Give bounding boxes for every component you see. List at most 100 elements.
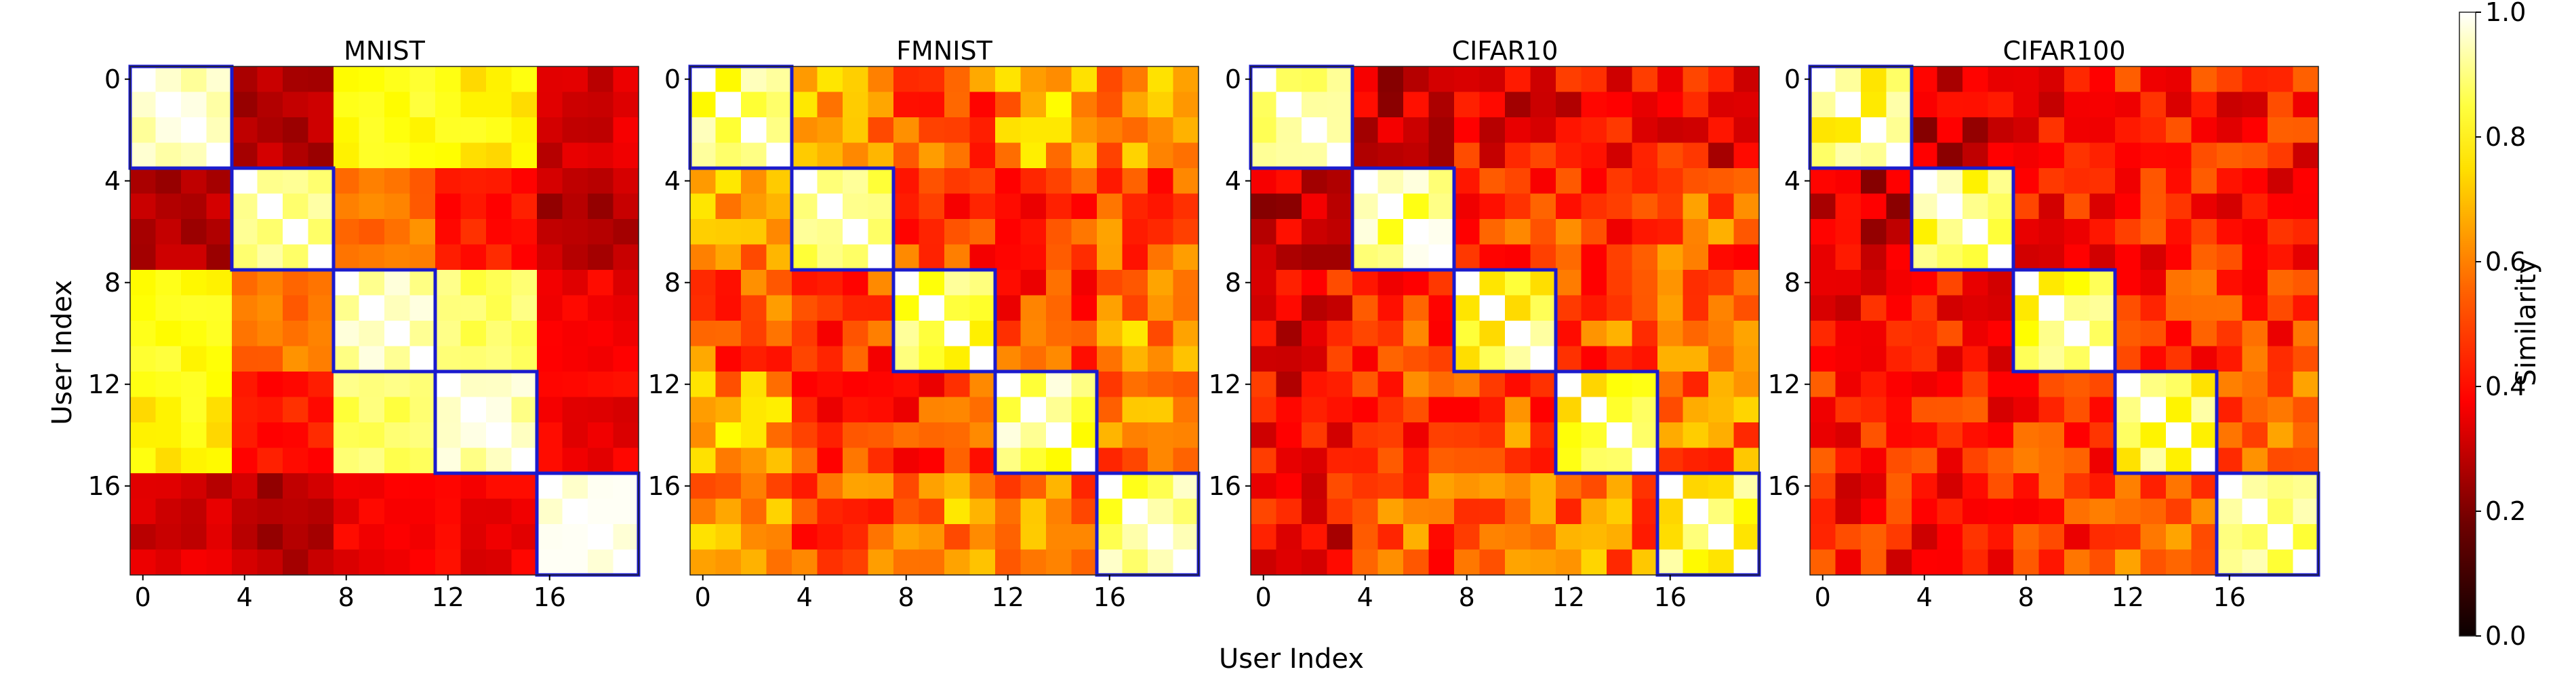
heatmap-cell: [1428, 397, 1455, 423]
heatmap-cell: [2268, 193, 2294, 220]
heatmap-cell: [1835, 372, 1861, 398]
heatmap-cell: [1020, 66, 1047, 93]
heatmap-cell: [1148, 66, 1174, 93]
heatmap-cell: [334, 244, 360, 271]
heatmap-cell: [232, 142, 258, 169]
heatmap-cell: [1251, 524, 1277, 551]
heatmap-cell: [1988, 346, 2014, 372]
heatmap-cell: [2038, 422, 2065, 449]
heatmap-cell: [2013, 270, 2040, 296]
heatmap-cell: [181, 117, 207, 144]
heatmap-cell: [1530, 372, 1556, 398]
heatmap-cell: [486, 498, 512, 525]
heatmap-cell: [1276, 219, 1302, 245]
heatmap-cell: [2217, 92, 2243, 118]
heatmap-cell: [2242, 473, 2268, 500]
heatmap-cell: [1861, 422, 1887, 449]
heatmap-cell: [2191, 321, 2217, 347]
heatmap-cell: [1810, 193, 1836, 220]
heatmap-cell: [2166, 524, 2192, 551]
heatmap-cell: [1454, 498, 1481, 525]
heatmap-cell: [2038, 498, 2065, 525]
heatmap-cell: [181, 270, 207, 296]
heatmap-cell: [1122, 524, 1148, 551]
heatmap-cell: [1276, 92, 1302, 118]
heatmap-cell: [232, 219, 258, 245]
heatmap-cell: [1530, 270, 1556, 296]
heatmap-cell: [1556, 66, 1582, 93]
heatmap-cell: [2038, 372, 2065, 398]
heatmap-cell: [1861, 346, 1887, 372]
heatmap-cell: [690, 295, 717, 321]
heatmap-cell: [1963, 321, 1989, 347]
heatmap-cell: [1276, 117, 1302, 144]
heatmap-cell: [1097, 142, 1123, 169]
cluster-box-2: [230, 166, 336, 272]
heatmap-cell: [817, 142, 843, 169]
heatmap-cell: [1148, 473, 1174, 500]
heatmap-cell: [741, 524, 767, 551]
heatmap-cell: [1428, 549, 1455, 576]
heatmap-cell: [817, 295, 843, 321]
heatmap-cell: [334, 498, 360, 525]
colorbar-tick-label: 0.8: [2485, 122, 2526, 152]
heatmap-cell: [1454, 193, 1481, 220]
heatmap-cell: [1683, 498, 1709, 525]
heatmap-cell: [715, 346, 742, 372]
heatmap-cell: [588, 524, 614, 551]
heatmap-cell: [308, 117, 334, 144]
heatmap-cell: [2115, 193, 2141, 220]
heatmap-cell: [1556, 498, 1582, 525]
heatmap-cell: [2115, 549, 2141, 576]
heatmap-cell: [283, 219, 309, 245]
heatmap-cell: [1071, 193, 1098, 220]
heatmap-cell: [715, 422, 742, 449]
heatmap-cell: [741, 66, 767, 93]
heatmap-cell: [817, 321, 843, 347]
heatmap-cell: [1810, 92, 1836, 118]
heatmap-cell: [1071, 524, 1098, 551]
heatmap-cell: [1963, 270, 1989, 296]
heatmap-cell: [181, 447, 207, 474]
heatmap-cell: [792, 219, 818, 245]
heatmap-cell: [1963, 397, 1989, 423]
heatmap-cell: [969, 92, 996, 118]
heatmap-cell: [715, 549, 742, 576]
heatmap-cell: [2038, 321, 2065, 347]
heatmap-cell: [944, 92, 971, 118]
heatmap-cell: [2140, 372, 2167, 398]
heatmap-cell: [1912, 270, 1938, 296]
heatmap-cell: [130, 422, 157, 449]
heatmap-cell: [766, 498, 792, 525]
heatmap-cell: [613, 321, 639, 347]
heatmap-cell: [537, 92, 563, 118]
heatmap-cell: [2140, 321, 2167, 347]
heatmap-cell: [1683, 346, 1709, 372]
heatmap-cell: [1530, 346, 1556, 372]
heatmap-cell: [1097, 397, 1123, 423]
heatmap-cell: [995, 346, 1022, 372]
heatmap-cell: [1505, 372, 1531, 398]
colorbar-label: Similarity: [2511, 258, 2542, 386]
heatmap-cell: [817, 168, 843, 195]
heatmap-cell: [2166, 321, 2192, 347]
heatmap-cell: [1071, 321, 1098, 347]
heatmap-cell: [384, 295, 411, 321]
heatmap-cell: [1912, 422, 1938, 449]
heatmap-cell: [155, 321, 182, 347]
heatmap-cell: [1912, 346, 1938, 372]
heatmap-cell: [1122, 193, 1148, 220]
heatmap-cell: [868, 168, 894, 195]
heatmap-cell: [2293, 498, 2319, 525]
heatmap-cell: [2064, 142, 2091, 169]
heatmap-cell: [919, 549, 945, 576]
heatmap-cell: [511, 397, 538, 423]
heatmap-cell: [893, 498, 920, 525]
heatmap-cell: [2191, 498, 2217, 525]
heatmap-cell: [1810, 295, 1836, 321]
heatmap-cell: [2293, 397, 2319, 423]
heatmap-cell: [1377, 372, 1404, 398]
heatmap-cell: [181, 66, 207, 93]
heatmap-cell: [2191, 422, 2217, 449]
